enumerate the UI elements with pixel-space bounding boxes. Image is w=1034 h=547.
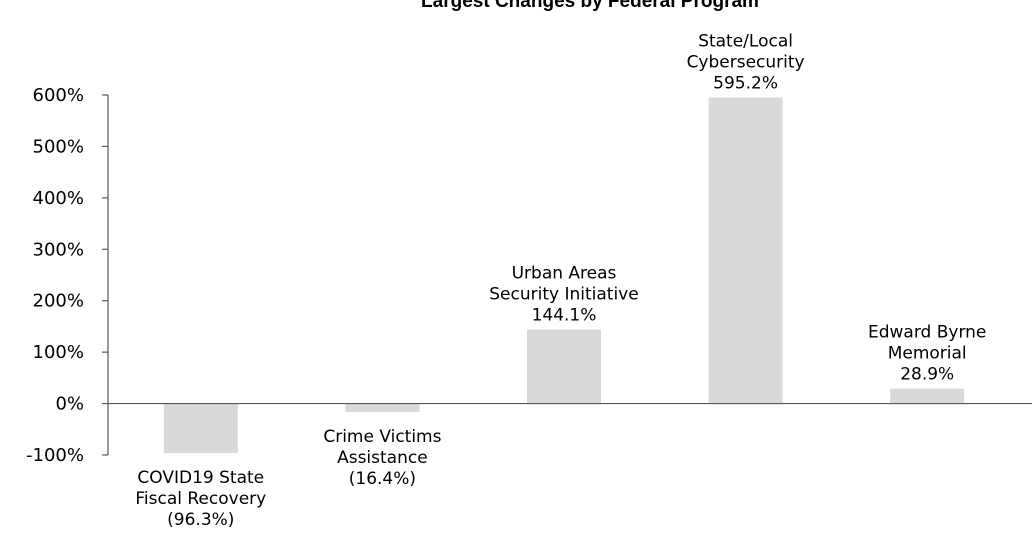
data-label-line: Fiscal Recovery	[135, 489, 266, 509]
data-label-line: 595.2%	[713, 73, 778, 93]
data-label-line: Assistance	[337, 448, 428, 468]
data-label-line: Memorial	[888, 344, 967, 364]
bar	[890, 388, 965, 404]
bar	[708, 97, 783, 404]
bars-group	[163, 97, 965, 454]
y-tick-label: 200%	[33, 291, 84, 312]
data-label-line: State/Local	[698, 31, 793, 51]
bar	[163, 403, 238, 454]
data-label-line: 144.1%	[532, 305, 597, 325]
chart-title: Largest Changes by Federal Program	[421, 0, 759, 12]
bar	[527, 329, 601, 404]
y-axis: 600% 500% 400% 300% 200% 100% 0% -100%	[26, 85, 84, 466]
y-tick-label: -100%	[26, 445, 84, 466]
data-label-line: Edward Byrne	[868, 323, 986, 343]
data-label-line: Crime Victims	[323, 427, 441, 447]
data-label: COVID19 State Fiscal Recovery (96.3%)	[135, 468, 266, 530]
data-label-line: 28.9%	[900, 365, 954, 385]
y-tick-label: 400%	[33, 188, 84, 209]
y-tick-label: 600%	[33, 85, 84, 106]
data-label: Crime Victims Assistance (16.4%)	[323, 427, 441, 489]
y-tick-label: 500%	[33, 136, 84, 157]
y-tick-label: 100%	[33, 342, 84, 363]
bar	[345, 403, 420, 413]
data-label: Urban Areas Security Initiative 144.1%	[489, 263, 638, 325]
data-label-line: Security Initiative	[489, 284, 638, 304]
y-tick-label: 0%	[55, 394, 84, 415]
y-axis-ticks	[102, 94, 109, 456]
y-tick-label: 300%	[33, 239, 84, 260]
data-label-line: (96.3%)	[167, 510, 234, 530]
data-label-line: Urban Areas	[512, 263, 617, 283]
data-label-line: COVID19 State	[137, 468, 264, 488]
data-label: State/Local Cybersecurity 595.2%	[687, 31, 805, 93]
data-label: Edward Byrne Memorial 28.9%	[868, 323, 986, 385]
data-label-line: (16.4%)	[349, 469, 416, 489]
data-labels-group: COVID19 State Fiscal Recovery (96.3%) Crime…	[135, 31, 986, 530]
data-label-line: Cybersecurity	[687, 52, 805, 72]
